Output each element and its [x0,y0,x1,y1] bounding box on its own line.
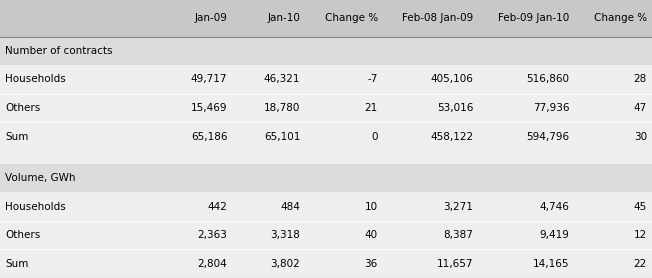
Bar [0,151,652,164]
Bar [0,94,652,122]
Text: Jan-09: Jan-09 [194,13,228,23]
Text: 12: 12 [634,230,647,240]
Text: Jan-10: Jan-10 [267,13,301,23]
Text: 21: 21 [364,103,378,113]
Text: 49,717: 49,717 [191,75,228,85]
Text: 11,657: 11,657 [437,259,473,269]
Text: 28: 28 [634,75,647,85]
Text: Feb-09 Jan-10: Feb-09 Jan-10 [498,13,569,23]
Text: 594,796: 594,796 [526,131,569,142]
Text: Number of contracts: Number of contracts [5,46,113,56]
Text: 0: 0 [371,131,378,142]
Text: -7: -7 [368,75,378,85]
Text: Feb-08 Jan-09: Feb-08 Jan-09 [402,13,473,23]
Text: 2,363: 2,363 [198,230,228,240]
Text: 10: 10 [364,202,378,212]
Text: 40: 40 [364,230,378,240]
Bar [0,65,652,94]
Text: 53,016: 53,016 [437,103,473,113]
Bar [0,36,652,65]
Text: Sum: Sum [5,131,29,142]
Text: Households: Households [5,75,66,85]
Text: 65,186: 65,186 [191,131,228,142]
Text: 65,101: 65,101 [264,131,301,142]
Text: 9,419: 9,419 [539,230,569,240]
Text: 47: 47 [634,103,647,113]
Bar [0,122,652,151]
Text: 46,321: 46,321 [264,75,301,85]
Text: 4,746: 4,746 [539,202,569,212]
Bar [0,0,652,36]
Text: 15,469: 15,469 [191,103,228,113]
Text: 3,318: 3,318 [271,230,301,240]
Text: 2,804: 2,804 [198,259,228,269]
Text: 405,106: 405,106 [431,75,473,85]
Bar [0,164,652,192]
Text: 77,936: 77,936 [533,103,569,113]
Text: 14,165: 14,165 [533,259,569,269]
Text: Households: Households [5,202,66,212]
Text: 442: 442 [207,202,228,212]
Bar [0,221,652,249]
Text: 458,122: 458,122 [430,131,473,142]
Text: 36: 36 [364,259,378,269]
Bar [0,192,652,221]
Text: 22: 22 [634,259,647,269]
Text: Others: Others [5,230,40,240]
Bar [0,249,652,278]
Text: 45: 45 [634,202,647,212]
Text: 8,387: 8,387 [443,230,473,240]
Text: Others: Others [5,103,40,113]
Text: Sum: Sum [5,259,29,269]
Text: 484: 484 [280,202,301,212]
Text: 30: 30 [634,131,647,142]
Text: Change %: Change % [325,13,378,23]
Text: Change %: Change % [594,13,647,23]
Text: 3,802: 3,802 [271,259,301,269]
Text: 3,271: 3,271 [443,202,473,212]
Text: 516,860: 516,860 [526,75,569,85]
Text: 18,780: 18,780 [264,103,301,113]
Text: Volume, GWh: Volume, GWh [5,173,76,183]
